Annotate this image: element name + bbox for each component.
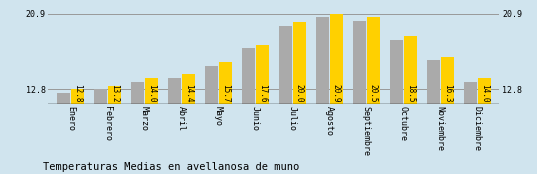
Bar	[108, 86, 121, 104]
Text: 18.5: 18.5	[406, 85, 415, 103]
Bar	[330, 14, 343, 104]
Text: 20.0: 20.0	[295, 85, 304, 103]
Bar	[293, 22, 306, 104]
Bar	[168, 78, 181, 104]
Bar	[478, 78, 491, 104]
Text: 14.0: 14.0	[480, 85, 489, 103]
Text: 16.3: 16.3	[443, 85, 452, 103]
Bar	[256, 45, 269, 104]
Bar	[404, 36, 417, 104]
Text: 14.4: 14.4	[184, 85, 193, 103]
Bar	[57, 93, 70, 104]
Bar	[367, 17, 380, 104]
Text: 20.5: 20.5	[369, 85, 378, 103]
Bar	[182, 74, 195, 104]
Bar	[390, 40, 403, 104]
Bar	[242, 48, 255, 104]
Text: 14.0: 14.0	[147, 85, 156, 103]
Text: Temperaturas Medias en avellanosa de muno: Temperaturas Medias en avellanosa de mun…	[43, 162, 299, 172]
Bar	[145, 78, 158, 104]
Bar	[441, 57, 454, 104]
Bar	[131, 82, 144, 104]
Text: 17.6: 17.6	[258, 85, 267, 103]
Text: 12.8: 12.8	[73, 85, 82, 103]
Bar	[427, 60, 440, 104]
Text: 20.9: 20.9	[332, 85, 341, 103]
Bar	[353, 21, 366, 104]
Bar	[464, 82, 477, 104]
Text: 13.2: 13.2	[110, 85, 119, 103]
Bar	[316, 17, 329, 104]
Bar	[279, 26, 292, 104]
Bar	[94, 89, 107, 104]
Text: 15.7: 15.7	[221, 85, 230, 103]
Bar	[205, 66, 218, 104]
Bar	[219, 62, 232, 104]
Bar	[71, 89, 84, 104]
